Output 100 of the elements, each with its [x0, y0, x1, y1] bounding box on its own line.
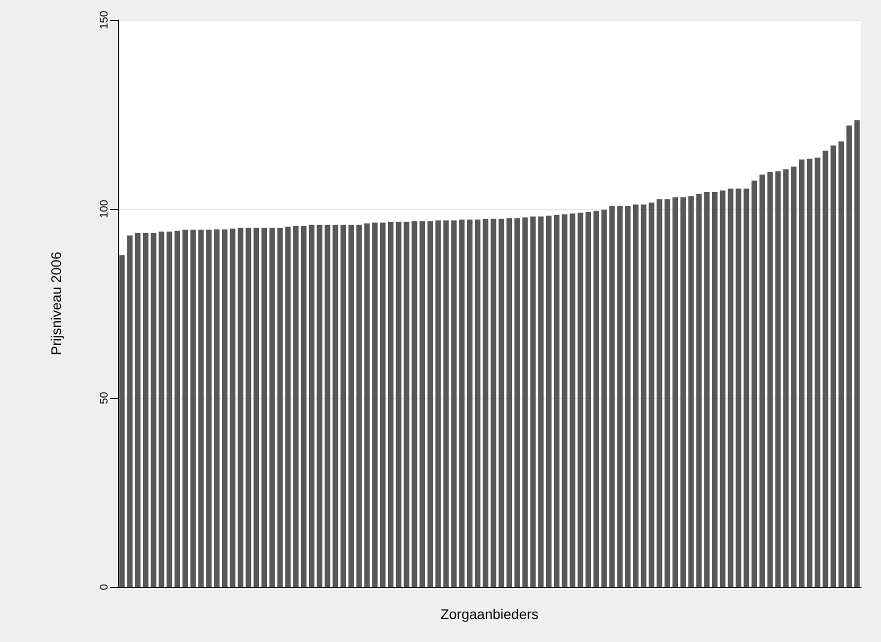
bar — [672, 197, 678, 587]
y-tick-label: 100 — [98, 200, 110, 218]
bar — [214, 229, 220, 587]
y-tick-label: 50 — [98, 392, 110, 404]
bar — [300, 226, 307, 587]
bar — [586, 212, 592, 587]
bar — [578, 212, 584, 587]
bar — [206, 230, 212, 587]
bar — [530, 216, 536, 587]
bar — [506, 218, 512, 587]
bar — [688, 196, 694, 587]
bar — [388, 222, 394, 587]
bar — [166, 232, 172, 587]
bar — [806, 158, 812, 587]
bar — [451, 220, 457, 587]
bar — [142, 232, 148, 587]
bar — [562, 214, 568, 587]
bar — [285, 226, 291, 587]
bar — [617, 206, 623, 587]
bar — [332, 224, 338, 587]
bar — [640, 204, 646, 587]
bar — [308, 224, 314, 587]
bar — [466, 220, 473, 587]
y-tick-label: 0 — [98, 584, 110, 590]
bar — [798, 159, 804, 587]
bar — [482, 218, 488, 587]
bar — [127, 235, 133, 587]
bar — [222, 229, 228, 587]
bar — [838, 141, 844, 587]
bar — [752, 180, 758, 587]
bar — [822, 150, 828, 587]
bar — [704, 192, 710, 587]
bar — [182, 230, 188, 587]
y-axis-title: Prijsniveau 2006 — [48, 252, 64, 356]
bar — [609, 206, 615, 587]
bar — [514, 218, 520, 587]
bar — [198, 230, 204, 587]
bar — [340, 224, 346, 587]
bar — [632, 204, 638, 587]
bar — [680, 197, 686, 587]
bar — [356, 224, 362, 587]
bar — [420, 221, 426, 587]
bar — [435, 220, 441, 587]
bar — [324, 224, 330, 587]
bar — [261, 228, 267, 587]
bar — [119, 255, 125, 587]
bar — [712, 192, 718, 587]
bar — [744, 188, 750, 587]
bar — [396, 222, 402, 587]
bar — [720, 190, 726, 587]
bar — [767, 172, 773, 587]
bar — [230, 228, 236, 587]
bar — [759, 174, 765, 587]
bar — [664, 199, 670, 587]
bar — [554, 215, 560, 587]
bar — [593, 210, 599, 587]
bar — [656, 199, 662, 587]
bar — [293, 226, 299, 587]
bar — [546, 216, 552, 587]
bar — [474, 220, 480, 587]
x-axis-title: Zorgaanbieders — [440, 606, 539, 622]
bar — [846, 125, 852, 587]
bar — [134, 232, 141, 587]
bar — [854, 120, 860, 587]
y-tick-label: 150 — [98, 10, 110, 30]
bar — [380, 222, 386, 587]
bar — [736, 188, 742, 587]
bar — [570, 214, 576, 587]
bar — [348, 224, 354, 587]
bar — [648, 202, 654, 587]
bar — [522, 217, 528, 587]
bar — [364, 223, 370, 587]
bar — [791, 166, 797, 587]
bar — [269, 228, 275, 587]
bar — [625, 206, 631, 587]
bar — [443, 220, 449, 587]
bar — [601, 210, 607, 587]
bar — [427, 221, 433, 587]
bar — [459, 220, 465, 587]
bar — [372, 222, 378, 587]
bar — [238, 228, 244, 587]
bar — [538, 216, 544, 587]
bar — [498, 218, 504, 587]
bar — [277, 228, 283, 587]
bar — [814, 158, 820, 587]
bar — [783, 169, 789, 587]
bar — [158, 232, 164, 587]
bar — [190, 230, 196, 587]
bar — [490, 218, 496, 587]
bar — [775, 171, 781, 587]
bar — [254, 228, 260, 587]
bar — [316, 224, 322, 587]
bar — [246, 228, 252, 587]
bar — [412, 221, 418, 587]
bar — [174, 230, 180, 587]
bar — [404, 222, 410, 587]
bar — [830, 145, 836, 587]
bar — [150, 232, 156, 587]
bar — [696, 194, 702, 587]
bar — [728, 188, 734, 587]
